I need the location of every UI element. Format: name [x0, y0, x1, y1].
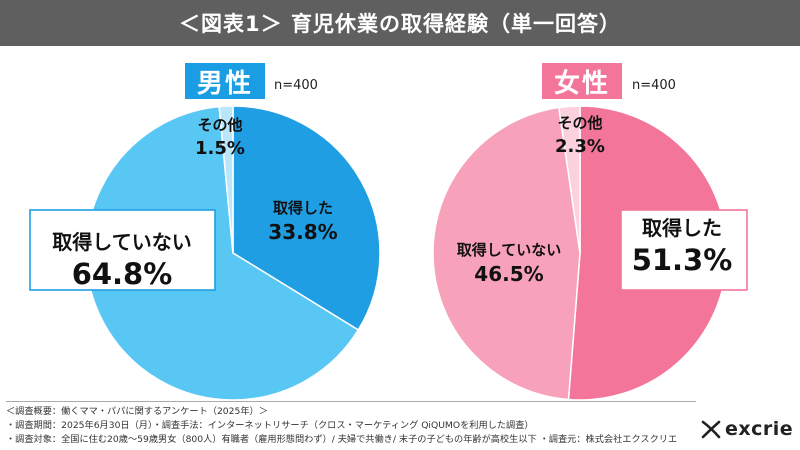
category-label: 取得した	[642, 216, 722, 240]
slice-other	[558, 105, 581, 254]
slice-other	[218, 105, 234, 254]
value-label: 1.5%	[195, 138, 245, 159]
male-sample-size: n=400	[274, 78, 318, 93]
value-label: 51.3%	[632, 243, 733, 277]
female-label: 女性	[542, 63, 622, 99]
pie-charts: 取得した33.8%取得していない64.8%その他1.5%取得した51.3%取得し…	[29, 105, 748, 400]
survey-note-line: ＜調査概要：働くママ・パパに関するアンケート（2025年）＞	[6, 406, 268, 417]
label-not-acquired: 取得していない 64.8%	[29, 209, 216, 291]
chart-title: ＜図表1＞ 育児休業の取得経験（単一回答）	[0, 0, 800, 46]
value-label: 46.5%	[474, 262, 543, 286]
slice-acquired	[232, 105, 381, 331]
pie-female: 取得した 51.3% 取得していない 46.5% その他 2.3%	[432, 105, 748, 400]
brand-logo: excrie	[700, 415, 796, 443]
pie-male: 取得した 33.8% 取得していない 64.8% その他 1.5%	[29, 105, 381, 400]
callout-box	[29, 209, 216, 291]
value-label: 33.8%	[268, 220, 337, 244]
category-label: 取得した	[273, 199, 333, 217]
value-label: 64.8%	[72, 257, 173, 291]
slice-not-acquired	[432, 106, 581, 400]
label-acquired: 取得した 33.8%	[268, 199, 337, 244]
survey-notes: ＜調査概要：働くママ・パパに関するアンケート（2025年）＞ ・調査期間：202…	[6, 401, 696, 447]
female-sample-size: n=400	[632, 78, 676, 93]
label-not-acquired: 取得していない 46.5%	[457, 241, 562, 286]
callout-box	[620, 209, 748, 291]
logo-text: excrie	[725, 418, 794, 440]
survey-note-line: ・調査対象：全国に住む20歳～59歳男女（800人）有職者（雇用形態問わず）/ …	[6, 434, 678, 445]
survey-note-line: ・調査期間：2025年6月30日（月）・調査手法：インターネットリサーチ（クロス…	[6, 420, 534, 431]
label-other: その他 1.5%	[195, 116, 245, 159]
label-acquired: 取得した 51.3%	[620, 209, 748, 291]
male-label: 男性	[185, 63, 265, 99]
category-label: 取得していない	[457, 241, 562, 259]
category-label: その他	[557, 114, 602, 132]
value-label: 2.3%	[555, 136, 605, 157]
label-other: その他 2.3%	[555, 114, 605, 157]
slice-not-acquired	[85, 105, 360, 400]
category-label: その他	[197, 116, 242, 134]
category-label: 取得していない	[52, 230, 191, 254]
excrie-logo-icon	[701, 420, 721, 439]
